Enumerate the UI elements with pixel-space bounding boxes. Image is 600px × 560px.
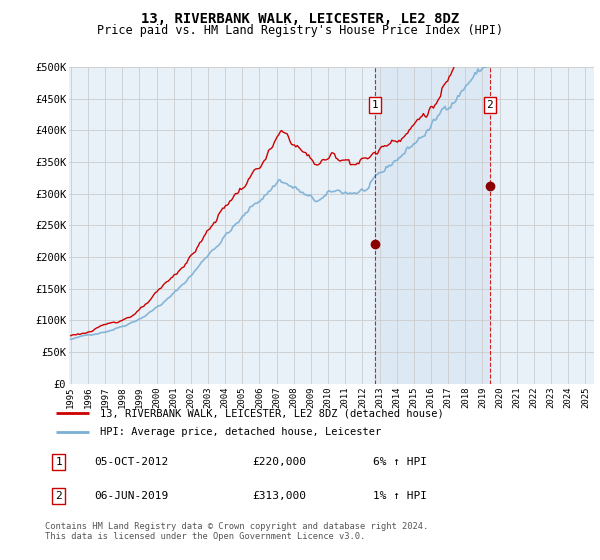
Text: £313,000: £313,000 [253, 491, 307, 501]
Text: HPI: Average price, detached house, Leicester: HPI: Average price, detached house, Leic… [100, 427, 381, 437]
Text: 05-OCT-2012: 05-OCT-2012 [94, 457, 169, 467]
Text: £220,000: £220,000 [253, 457, 307, 467]
Bar [375, 67, 490, 384]
Text: 13, RIVERBANK WALK, LEICESTER, LE2 8DZ (detached house): 13, RIVERBANK WALK, LEICESTER, LE2 8DZ (… [100, 408, 443, 418]
Text: 2: 2 [487, 100, 493, 110]
Text: 06-JUN-2019: 06-JUN-2019 [94, 491, 169, 501]
Text: Price paid vs. HM Land Registry's House Price Index (HPI): Price paid vs. HM Land Registry's House … [97, 24, 503, 36]
Text: 1% ↑ HPI: 1% ↑ HPI [373, 491, 427, 501]
Text: Contains HM Land Registry data © Crown copyright and database right 2024.
This d: Contains HM Land Registry data © Crown c… [45, 522, 428, 542]
Text: 2: 2 [55, 491, 62, 501]
Text: 1: 1 [55, 457, 62, 467]
Text: 6% ↑ HPI: 6% ↑ HPI [373, 457, 427, 467]
Text: 1: 1 [372, 100, 379, 110]
Text: 13, RIVERBANK WALK, LEICESTER, LE2 8DZ: 13, RIVERBANK WALK, LEICESTER, LE2 8DZ [141, 12, 459, 26]
